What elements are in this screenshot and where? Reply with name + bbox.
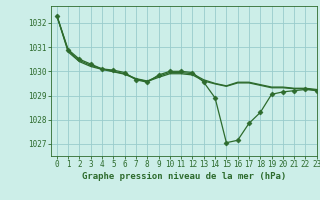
X-axis label: Graphe pression niveau de la mer (hPa): Graphe pression niveau de la mer (hPa) [82, 172, 286, 181]
